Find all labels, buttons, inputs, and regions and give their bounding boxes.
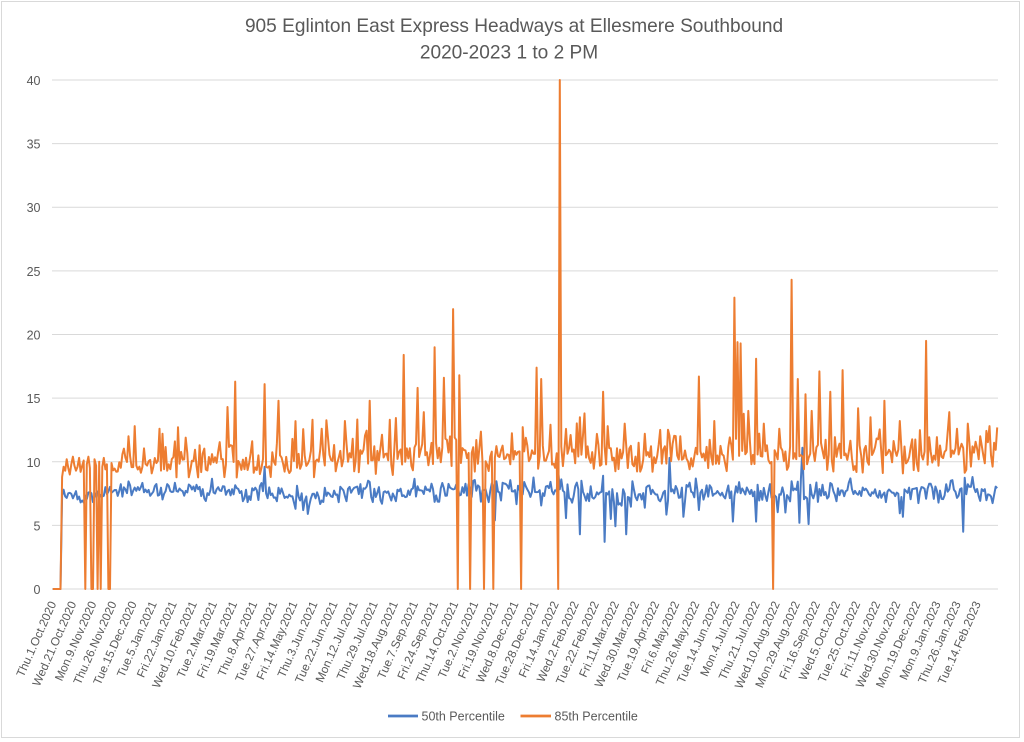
svg-text:20: 20 [27, 329, 41, 343]
svg-text:50th Percentile: 50th Percentile [422, 710, 505, 724]
svg-text:15: 15 [27, 392, 41, 406]
svg-text:40: 40 [27, 74, 41, 88]
svg-text:10: 10 [27, 456, 41, 470]
svg-text:905 Eglinton East Express Head: 905 Eglinton East Express Headways at El… [245, 16, 783, 37]
svg-text:5: 5 [34, 519, 41, 533]
svg-text:30: 30 [27, 201, 41, 215]
svg-text:85th Percentile: 85th Percentile [555, 710, 638, 724]
svg-text:25: 25 [27, 265, 41, 279]
svg-text:2020-2023 1 to 2 PM: 2020-2023 1 to 2 PM [420, 43, 598, 64]
svg-text:35: 35 [27, 138, 41, 152]
svg-text:0: 0 [34, 583, 41, 597]
